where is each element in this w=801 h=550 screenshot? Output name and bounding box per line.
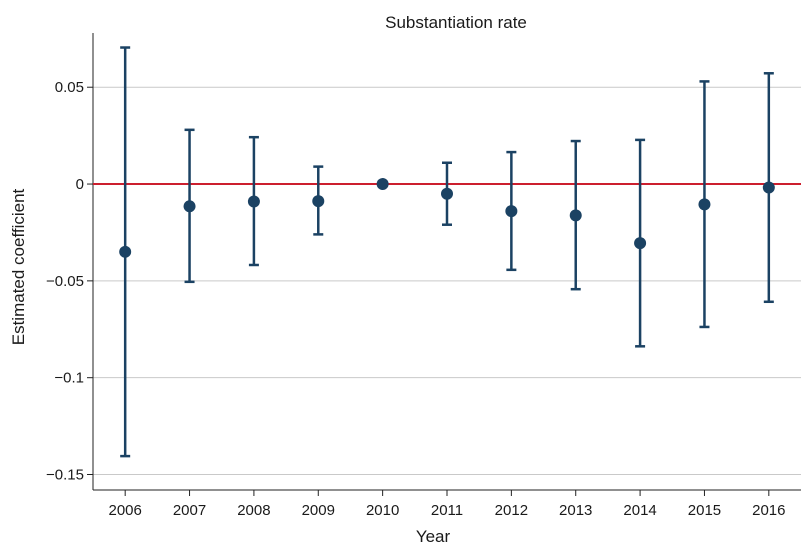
estimate-point bbox=[762, 181, 775, 194]
y-tick-label: −0.05 bbox=[46, 273, 84, 290]
data-series bbox=[119, 46, 775, 458]
y-tick-label: 0 bbox=[76, 176, 84, 193]
estimate-point bbox=[376, 178, 389, 191]
estimate-point bbox=[505, 205, 518, 218]
x-tick-label: 2009 bbox=[302, 502, 335, 519]
x-tick-label: 2011 bbox=[431, 502, 463, 519]
x-tick-label: 2010 bbox=[366, 502, 399, 519]
x-tick-label: 2016 bbox=[752, 502, 785, 519]
y-tick-label: −0.15 bbox=[46, 467, 84, 484]
x-tick-label: 2015 bbox=[688, 502, 721, 519]
x-tick-label: 2012 bbox=[495, 502, 528, 519]
estimate-point bbox=[634, 237, 647, 250]
estimate-point bbox=[247, 195, 260, 208]
y-axis-title: Estimated coefficient bbox=[9, 188, 28, 345]
estimate-point bbox=[441, 187, 453, 200]
x-tick-label: 2013 bbox=[559, 502, 592, 519]
estimate-point bbox=[119, 245, 132, 258]
x-tick-label: 2014 bbox=[623, 502, 656, 519]
y-tick-label: 0.05 bbox=[55, 79, 84, 96]
gridlines bbox=[93, 86, 801, 476]
estimate-point bbox=[312, 195, 325, 208]
tick-labels: 0.05 0 −0.05 −0.1 −0.15 2006 2007 2008 2009 2010 2… bbox=[46, 79, 785, 519]
y-tick-label: −0.1 bbox=[54, 370, 84, 387]
x-tick-label: 2006 bbox=[108, 502, 141, 519]
chart-title: Substantiation rate bbox=[385, 13, 527, 32]
estimate-point bbox=[698, 198, 711, 211]
x-axis-title: Year bbox=[416, 527, 451, 546]
estimate-point bbox=[183, 200, 196, 213]
x-tick-label: 2008 bbox=[237, 502, 270, 519]
axes bbox=[87, 33, 801, 496]
x-tick-label: 2007 bbox=[173, 502, 206, 519]
estimate-point bbox=[569, 209, 582, 222]
